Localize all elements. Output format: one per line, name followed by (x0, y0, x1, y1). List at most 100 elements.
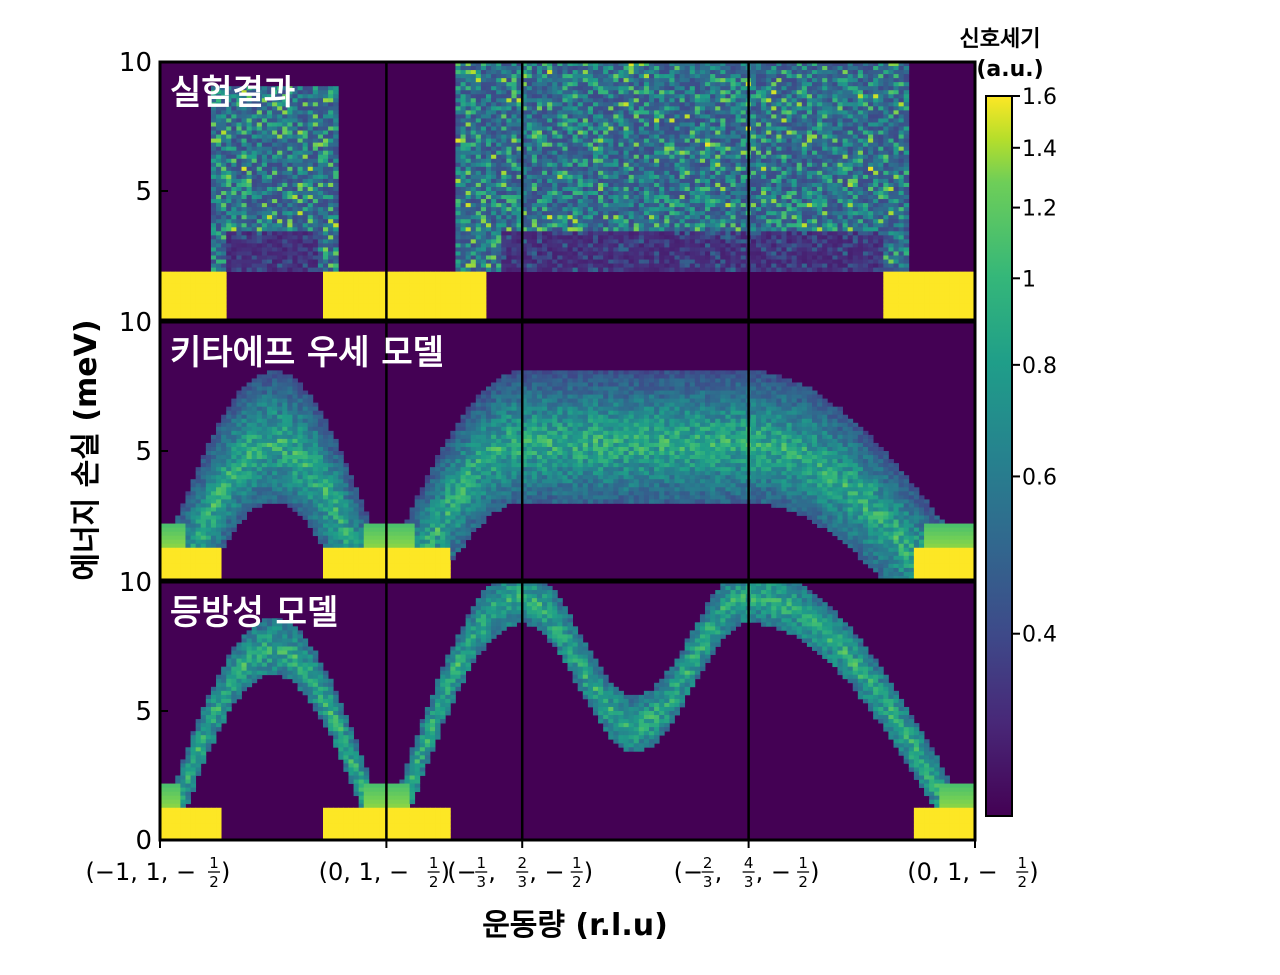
intensity-cell (266, 102, 273, 107)
intensity-cell (577, 122, 584, 127)
intensity-cell (496, 170, 502, 176)
intensity-cell (282, 203, 288, 208)
intensity-cell (307, 170, 314, 176)
intensity-cell (475, 154, 482, 160)
intensity-cell (501, 66, 507, 71)
intensity-cell (470, 279, 477, 285)
intensity-cell (526, 227, 533, 232)
intensity-cell (547, 102, 553, 107)
intensity-cell (705, 70, 711, 75)
intensity-cell (669, 110, 675, 115)
intensity-cell (302, 263, 309, 268)
intensity-cell (501, 243, 507, 248)
intensity-cell (526, 130, 533, 135)
intensity-cell (572, 174, 579, 180)
intensity-cell (567, 62, 573, 67)
intensity-cell (557, 247, 563, 252)
intensity-cell (735, 174, 742, 180)
intensity-cell (633, 166, 640, 172)
intensity-cell (592, 227, 599, 232)
intensity-cell (251, 227, 258, 232)
intensity-cell (664, 86, 670, 91)
intensity-cell (496, 134, 502, 139)
intensity-cell (587, 235, 594, 240)
intensity-cell (480, 263, 487, 268)
intensity-cell (317, 118, 324, 123)
intensity-cell (669, 62, 675, 67)
intensity-cell (761, 90, 767, 95)
intensity-cell (236, 223, 242, 228)
intensity-cell (236, 186, 242, 192)
intensity-cell (567, 154, 573, 160)
intensity-cell (577, 110, 584, 115)
intensity-cell (725, 86, 731, 91)
intensity-cell (475, 191, 482, 196)
intensity-cell (761, 219, 767, 224)
intensity-cell (710, 223, 716, 228)
intensity-cell (638, 146, 645, 152)
intensity-cell (664, 162, 670, 168)
intensity-cell (608, 94, 614, 99)
intensity-cell (246, 255, 253, 260)
intensity-cell (531, 138, 538, 144)
intensity-cell (465, 66, 472, 71)
intensity-cell (761, 138, 767, 144)
intensity-cell (241, 219, 247, 224)
intensity-cell (572, 134, 579, 139)
intensity-cell (323, 303, 329, 309)
intensity-cell (470, 122, 477, 127)
intensity-cell (246, 138, 253, 144)
intensity-cell (582, 130, 589, 135)
intensity-cell (694, 102, 701, 107)
intensity-cell (643, 170, 650, 176)
intensity-cell (373, 291, 380, 297)
intensity-cell (649, 259, 655, 264)
intensity-cell (628, 235, 635, 240)
intensity-cell (587, 255, 594, 260)
intensity-cell (429, 315, 436, 321)
intensity-cell (475, 287, 482, 293)
intensity-cell (465, 154, 472, 160)
intensity-cell (638, 78, 645, 83)
intensity-cell (587, 118, 594, 123)
intensity-cell (654, 203, 660, 208)
intensity-cell (409, 291, 416, 297)
intensity-cell (231, 231, 237, 236)
intensity-cell (710, 78, 716, 83)
intensity-cell (455, 299, 461, 305)
intensity-cell (761, 70, 767, 75)
intensity-cell (277, 239, 283, 244)
intensity-cell (557, 174, 563, 180)
intensity-cell (699, 102, 706, 107)
intensity-cell (710, 74, 716, 79)
intensity-cell (480, 295, 487, 301)
intensity-cell (185, 283, 191, 289)
intensity-cell (216, 122, 222, 127)
intensity-cell (317, 154, 324, 160)
intensity-cell (491, 259, 497, 264)
intensity-cell (587, 195, 594, 200)
intensity-cell (501, 154, 507, 160)
intensity-cell (715, 178, 721, 184)
intensity-cell (750, 215, 757, 220)
intensity-cell (506, 203, 512, 208)
intensity-cell (429, 295, 436, 301)
intensity-cell (470, 102, 477, 107)
intensity-cell (613, 126, 619, 131)
intensity-cell (608, 122, 614, 127)
intensity-cell (221, 142, 227, 148)
intensity-cell (608, 251, 614, 256)
intensity-cell (669, 207, 675, 212)
intensity-cell (669, 235, 675, 240)
intensity-cell (465, 215, 472, 220)
intensity-cell (710, 66, 716, 71)
intensity-cell (221, 307, 227, 313)
intensity-cell (552, 78, 558, 83)
intensity-cell (542, 114, 548, 119)
intensity-cell (740, 98, 747, 103)
intensity-cell (710, 215, 716, 220)
intensity-cell (562, 134, 568, 139)
intensity-cell (455, 154, 461, 160)
intensity-cell (307, 239, 314, 244)
intensity-cell (506, 207, 512, 212)
